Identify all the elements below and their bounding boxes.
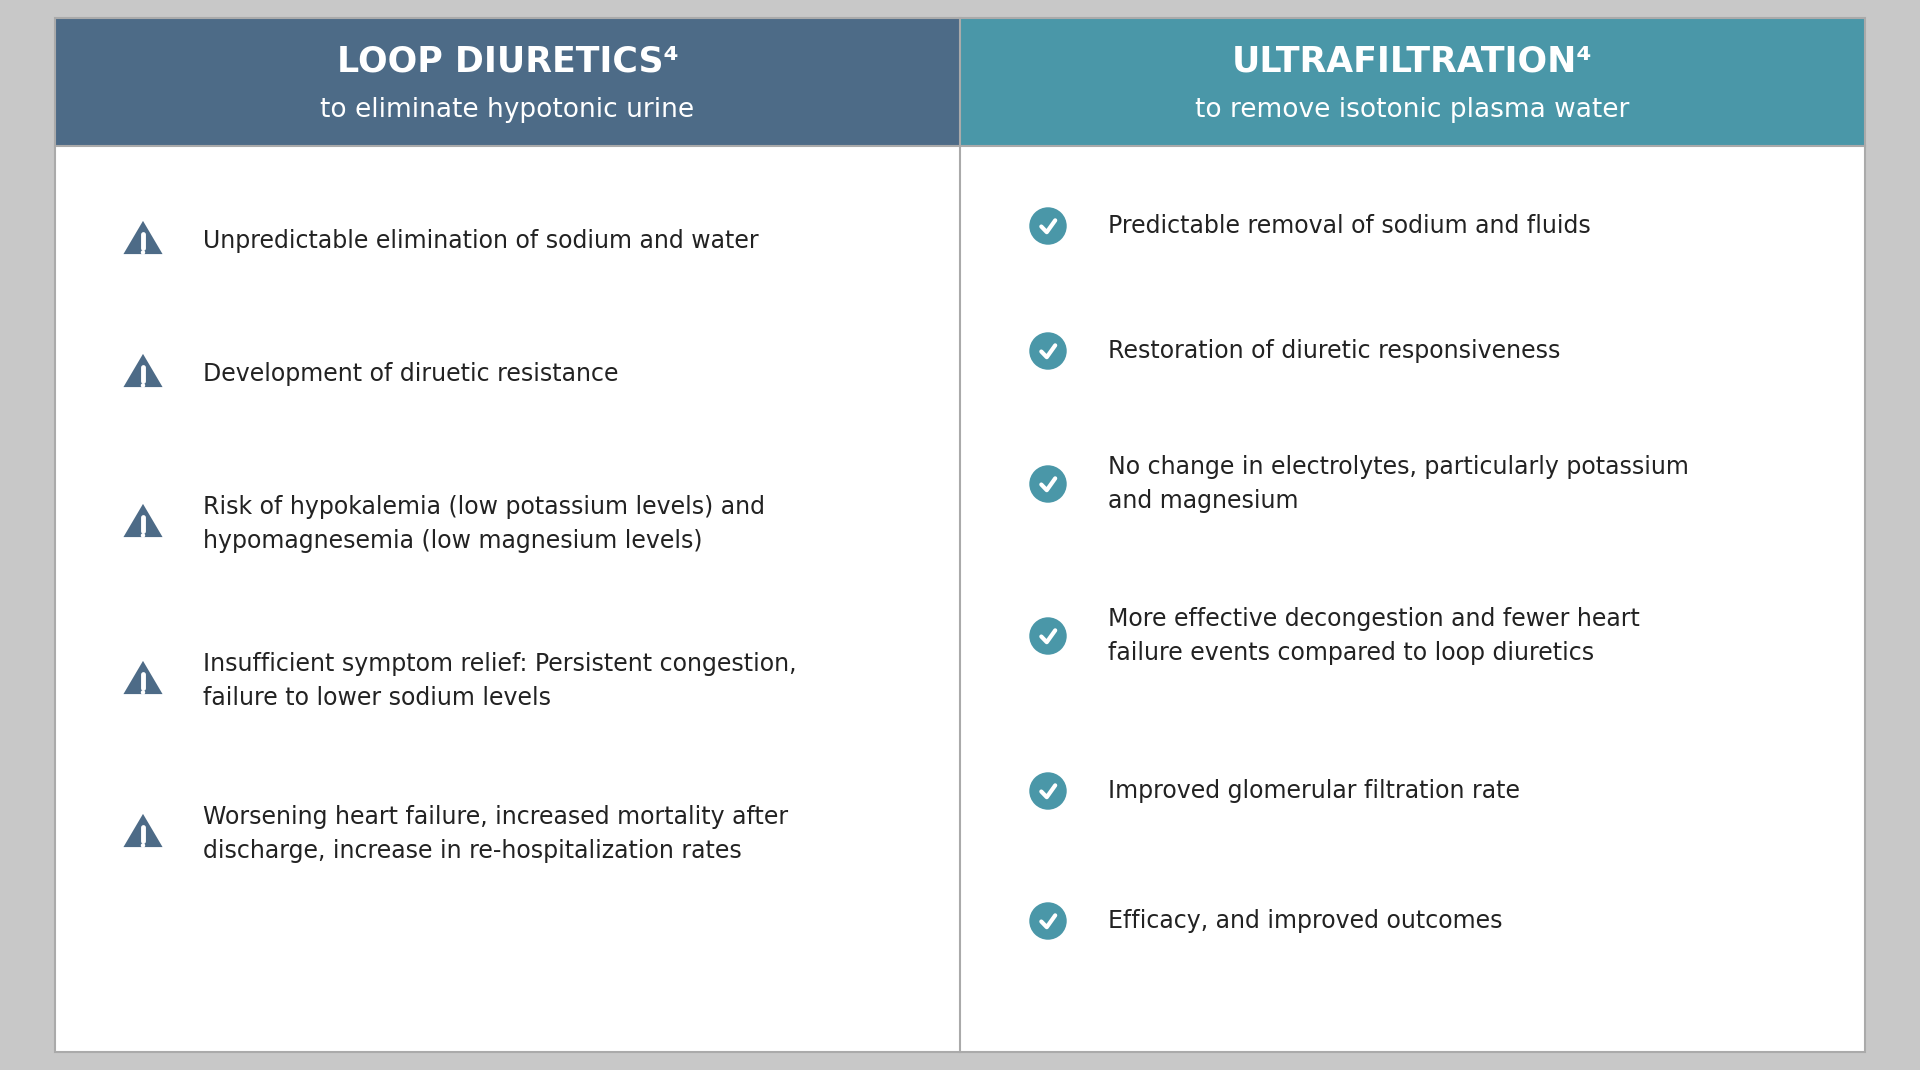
Circle shape <box>1029 333 1068 370</box>
Circle shape <box>1029 617 1068 655</box>
Circle shape <box>1029 465 1068 503</box>
Circle shape <box>140 250 146 255</box>
Polygon shape <box>121 811 165 849</box>
Text: Efficacy, and improved outcomes: Efficacy, and improved outcomes <box>1108 910 1503 933</box>
Circle shape <box>140 690 146 694</box>
Text: Risk of hypokalemia (low potassium levels) and
hypomagnesemia (low magnesium lev: Risk of hypokalemia (low potassium level… <box>204 495 764 553</box>
Bar <box>960 18 1864 146</box>
Text: More effective decongestion and fewer heart
failure events compared to loop diur: More effective decongestion and fewer he… <box>1108 608 1640 664</box>
Text: ULTRAFILTRATION⁴: ULTRAFILTRATION⁴ <box>1233 45 1594 79</box>
Text: Development of diruetic resistance: Development of diruetic resistance <box>204 362 618 386</box>
Text: to eliminate hypotonic urine: to eliminate hypotonic urine <box>321 97 695 123</box>
Polygon shape <box>121 351 165 388</box>
Circle shape <box>1029 773 1068 810</box>
Circle shape <box>140 383 146 387</box>
Circle shape <box>140 843 146 847</box>
Text: Improved glomerular filtration rate: Improved glomerular filtration rate <box>1108 779 1521 802</box>
Text: to remove isotonic plasma water: to remove isotonic plasma water <box>1196 97 1630 123</box>
Circle shape <box>1029 208 1068 245</box>
Polygon shape <box>121 501 165 538</box>
Text: LOOP DIURETICS⁴: LOOP DIURETICS⁴ <box>336 45 678 79</box>
Circle shape <box>1029 902 1068 939</box>
Text: Restoration of diuretic responsiveness: Restoration of diuretic responsiveness <box>1108 339 1561 363</box>
Text: Unpredictable elimination of sodium and water: Unpredictable elimination of sodium and … <box>204 229 758 253</box>
Bar <box>56 18 960 146</box>
Circle shape <box>140 533 146 537</box>
Polygon shape <box>121 658 165 696</box>
Text: Worsening heart failure, increased mortality after
discharge, increase in re-hos: Worsening heart failure, increased morta… <box>204 806 787 862</box>
Text: Insufficient symptom relief: Persistent congestion,
failure to lower sodium leve: Insufficient symptom relief: Persistent … <box>204 653 797 709</box>
Text: No change in electrolytes, particularly potassium
and magnesium: No change in electrolytes, particularly … <box>1108 455 1690 513</box>
Text: Predictable removal of sodium and fluids: Predictable removal of sodium and fluids <box>1108 214 1592 238</box>
Polygon shape <box>121 218 165 256</box>
